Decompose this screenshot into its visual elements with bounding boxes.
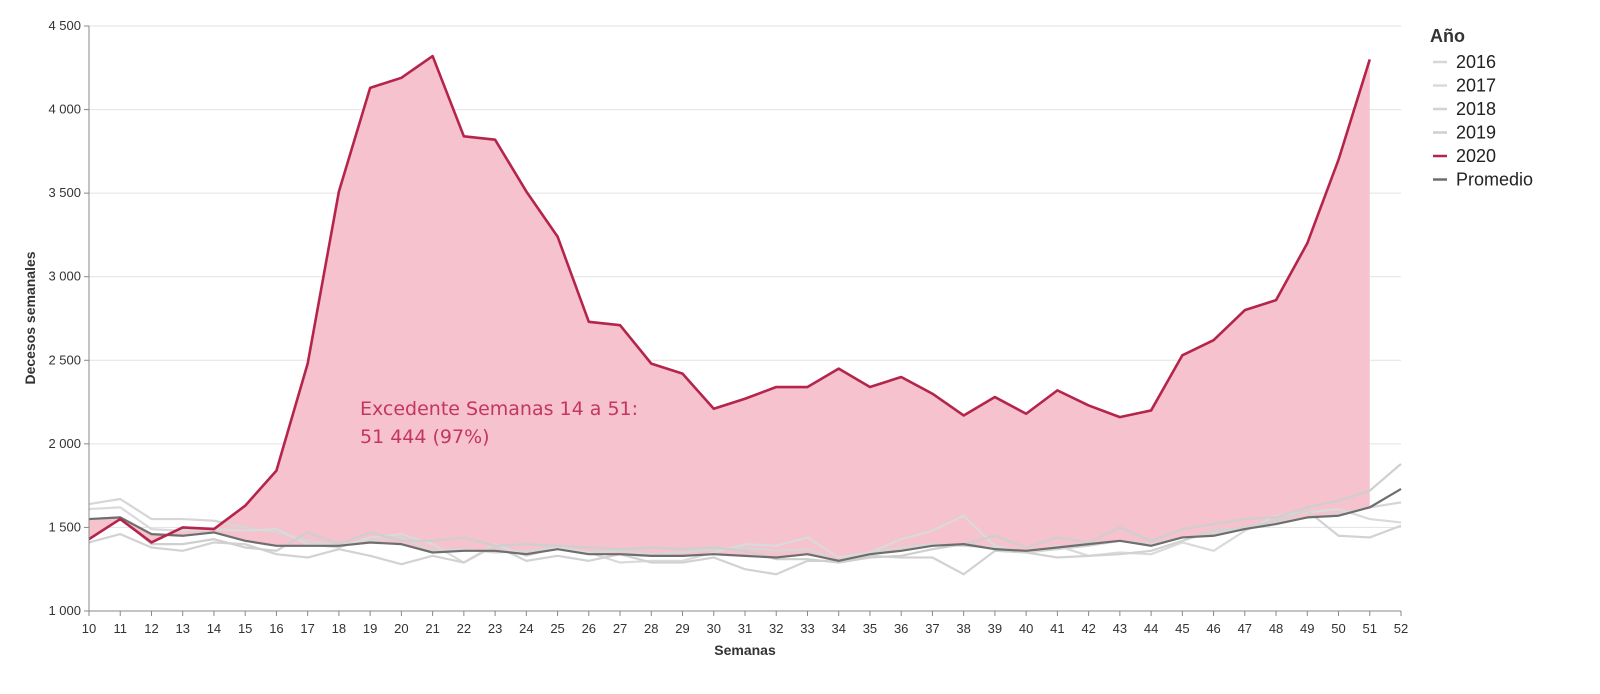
x-tick-label: 33 <box>800 621 814 636</box>
excess-annotation-line-2: 51 444 (97%) <box>360 426 490 448</box>
x-tick-label: 48 <box>1269 621 1283 636</box>
x-tick-label: 26 <box>582 621 596 636</box>
legend-item-promedio: Promedio <box>1433 170 1533 190</box>
series-line-2020 <box>88 54 1372 544</box>
legend-item-2017: 2017 <box>1433 76 1496 96</box>
x-tick-label: 38 <box>956 621 970 636</box>
x-tick-label: 32 <box>769 621 783 636</box>
series-lines <box>88 54 1402 576</box>
x-tick-labels: 10 11 12 13 14 15 16 17 18 19 20 21 22 23 24 25 26 27 28 29… <box>82 621 1408 636</box>
legend-label: 2018 <box>1456 99 1496 119</box>
x-tick-label: 12 <box>144 621 158 636</box>
x-tick-label: 43 <box>1113 621 1127 636</box>
x-tick-label: 35 <box>863 621 877 636</box>
excess-area-layer <box>89 56 1370 561</box>
x-tick-label: 13 <box>175 621 189 636</box>
axes <box>84 25 1402 616</box>
legend-items: 2016 2017 2018 2019 2020 Promedio <box>1433 52 1533 190</box>
y-axis-title: Decesos semanales <box>22 251 38 384</box>
x-tick-label: 46 <box>1206 621 1220 636</box>
x-tick-label: 29 <box>675 621 689 636</box>
x-tick-label: 18 <box>332 621 346 636</box>
legend-label: 2019 <box>1456 123 1496 143</box>
x-tick-label: 42 <box>1081 621 1095 636</box>
x-tick-label: 17 <box>300 621 314 636</box>
series-line-promedio <box>88 488 1402 562</box>
legend-label: 2016 <box>1456 52 1496 72</box>
legend-item-2019: 2019 <box>1433 123 1496 143</box>
series-line-2017 <box>88 506 1402 564</box>
x-tick-label: 45 <box>1175 621 1189 636</box>
legend-item-2016: 2016 <box>1433 52 1496 72</box>
x-tick-label: 31 <box>738 621 752 636</box>
x-tick-label: 34 <box>831 621 845 636</box>
y-tick-label: 3 000 <box>48 269 81 284</box>
x-tick-label: 20 <box>394 621 408 636</box>
x-tick-label: 39 <box>988 621 1002 636</box>
x-tick-label: 44 <box>1144 621 1158 636</box>
excess-annotation: Excedente Semanas 14 a 51: 51 444 (97%) <box>360 398 644 448</box>
x-tick-label: 28 <box>644 621 658 636</box>
y-tick-label: 1 500 <box>48 519 81 534</box>
x-tick-label: 23 <box>488 621 502 636</box>
x-tick-label: 10 <box>82 621 96 636</box>
y-tick-label: 3 500 <box>48 185 81 200</box>
x-tick-label: 51 <box>1363 621 1377 636</box>
x-tick-label: 25 <box>550 621 564 636</box>
x-tick-label: 16 <box>269 621 283 636</box>
x-tick-label: 47 <box>1238 621 1252 636</box>
series-line-2018 <box>88 509 1402 576</box>
x-tick-label: 52 <box>1394 621 1408 636</box>
legend-label: 2017 <box>1456 76 1496 96</box>
y-tick-label: 2 000 <box>48 436 81 451</box>
y-tick-labels: 1 000 1 500 2 000 2 500 3 000 3 500 4 000 4 500 <box>48 18 81 618</box>
y-tick-label: 2 500 <box>48 352 81 367</box>
x-tick-label: 50 <box>1331 621 1345 636</box>
x-tick-label: 19 <box>363 621 377 636</box>
x-tick-label: 24 <box>519 621 533 636</box>
series-line-2019 <box>88 463 1402 564</box>
x-axis-title: Semanas <box>714 642 776 658</box>
x-tick-label: 40 <box>1019 621 1033 636</box>
x-tick-label: 14 <box>207 621 221 636</box>
x-tick-label: 21 <box>425 621 439 636</box>
x-tick-label: 22 <box>457 621 471 636</box>
y-tick-label: 1 000 <box>48 603 81 618</box>
y-tick-label: 4 500 <box>48 18 81 33</box>
legend-title: Año <box>1430 26 1465 46</box>
legend-item-2020: 2020 <box>1433 146 1496 166</box>
x-tick-label: 41 <box>1050 621 1064 636</box>
x-tick-label: 30 <box>707 621 721 636</box>
legend-label: 2020 <box>1456 146 1496 166</box>
legend: Año 2016 2017 2018 2019 2020 Promedio <box>1430 26 1533 190</box>
excess-annotation-line-1: Excedente Semanas 14 a 51: <box>360 398 638 420</box>
x-tick-label: 36 <box>894 621 908 636</box>
legend-item-2018: 2018 <box>1433 99 1496 119</box>
x-tick-label: 37 <box>925 621 939 636</box>
x-tick-label: 49 <box>1300 621 1314 636</box>
y-tick-label: 4 000 <box>48 102 81 117</box>
x-tick-label: 11 <box>113 621 127 636</box>
x-tick-label: 27 <box>613 621 627 636</box>
excess-area <box>89 56 1370 561</box>
legend-label: Promedio <box>1456 170 1533 190</box>
x-tick-label: 15 <box>238 621 252 636</box>
